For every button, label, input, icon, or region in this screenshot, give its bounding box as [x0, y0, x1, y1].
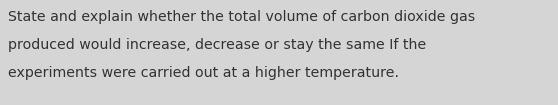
Text: State and explain whether the total volume of carbon dioxide gas: State and explain whether the total volu… [8, 10, 475, 24]
Text: produced would increase, decrease or stay the same If the: produced would increase, decrease or sta… [8, 38, 426, 52]
Text: experiments were carried out at a higher temperature.: experiments were carried out at a higher… [8, 66, 399, 80]
